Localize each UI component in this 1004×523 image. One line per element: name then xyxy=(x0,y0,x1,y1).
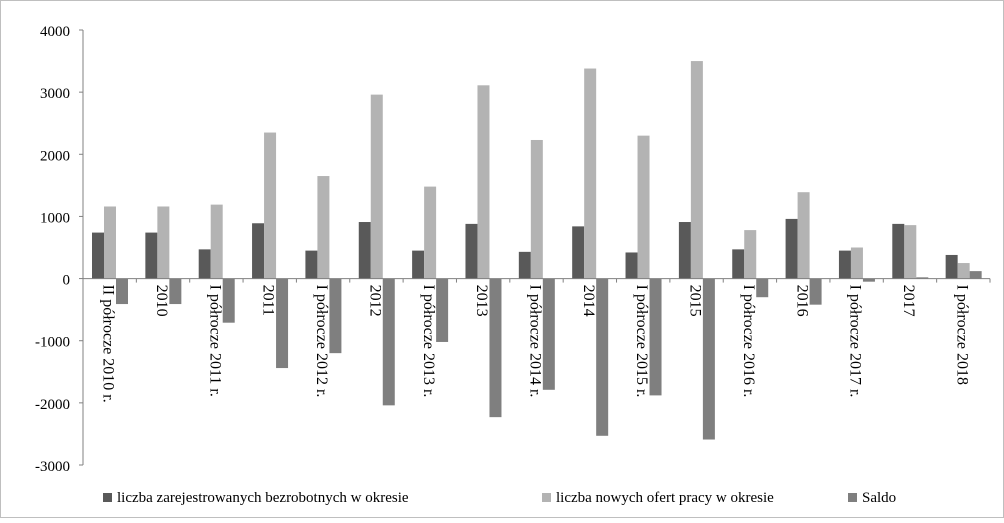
bar-series-3 xyxy=(702,278,715,440)
y-axis-ticks: 4000 3000 2000 1000 0 -1000 -2000 -3000 xyxy=(35,24,83,475)
bar-series-1 xyxy=(92,232,104,279)
legend-label: liczba nowych ofert pracy w okresie xyxy=(556,490,774,506)
x-category-label: 2010 xyxy=(153,285,170,317)
bar-series-2 xyxy=(904,225,917,279)
legend-label: liczba zarejestrowanych bezrobotnych w o… xyxy=(117,490,409,506)
bar-series-1 xyxy=(305,250,318,279)
bars-group xyxy=(92,61,991,440)
bar-series-3 xyxy=(222,278,235,323)
bar-series-2 xyxy=(584,68,597,279)
bar-series-2 xyxy=(370,94,383,279)
x-category-label: I półrocze 2018 xyxy=(953,285,970,385)
bar-series-1 xyxy=(412,250,425,279)
bar-series-2 xyxy=(210,204,223,279)
bar-series-2 xyxy=(637,135,650,279)
legend-swatch-1 xyxy=(103,493,112,502)
bar-series-2 xyxy=(317,176,330,279)
y-tick-label: -3000 xyxy=(35,459,70,475)
x-category-label: 2012 xyxy=(366,285,383,317)
y-tick-label: 1000 xyxy=(40,210,70,226)
bar-series-1 xyxy=(572,226,585,279)
bar-series-1 xyxy=(198,249,211,279)
y-tick-label: -2000 xyxy=(35,397,70,413)
x-category-label: 2014 xyxy=(580,285,597,317)
x-category-label: I półrocze 2012 r. xyxy=(313,285,330,398)
bar-series-2 xyxy=(957,263,970,279)
bar-series-1 xyxy=(678,222,691,279)
legend-swatch-3 xyxy=(848,493,857,502)
bar-series-3 xyxy=(809,278,822,305)
bar-series-2 xyxy=(797,192,810,279)
legend-swatch-2 xyxy=(542,493,551,502)
x-axis-labels: II półrocze 2010 r. 2010 I półrocze 2011 r… xyxy=(100,285,971,403)
bar-series-2 xyxy=(690,61,703,279)
bar-series-3 xyxy=(116,278,128,305)
y-tick-label: -1000 xyxy=(35,335,70,351)
bar-series-1 xyxy=(358,222,371,279)
legend: liczba zarejestrowanych bezrobotnych w o… xyxy=(103,490,896,506)
bar-series-3 xyxy=(542,278,555,390)
bar-series-2 xyxy=(157,206,170,279)
y-tick-label: 2000 xyxy=(40,148,70,164)
x-category-label: 2015 xyxy=(687,285,704,317)
bar-series-1 xyxy=(892,223,905,279)
x-category-label: 2013 xyxy=(473,285,490,317)
bar-series-1 xyxy=(732,249,745,279)
bar-series-2 xyxy=(850,247,863,279)
bar-series-2 xyxy=(530,139,543,279)
y-tick-label: 4000 xyxy=(40,24,70,40)
bar-series-3 xyxy=(329,278,342,354)
y-tick-label: 3000 xyxy=(40,86,70,102)
x-category-label: 2017 xyxy=(900,285,917,317)
bar-series-2 xyxy=(264,132,277,279)
bar-series-1 xyxy=(625,252,638,279)
bar-series-3 xyxy=(649,278,662,396)
legend-label: Saldo xyxy=(862,490,896,506)
y-tick-label: 0 xyxy=(63,273,71,289)
bar-series-3 xyxy=(436,278,449,342)
bar-series-2 xyxy=(424,186,437,279)
x-category-label: I półrocze 2011 r. xyxy=(206,285,223,397)
bar-series-2 xyxy=(104,206,116,279)
bar-series-1 xyxy=(785,218,798,279)
bar-series-3 xyxy=(756,278,769,298)
x-category-label: 2011 xyxy=(260,285,277,316)
x-category-label: I półrocze 2013 r. xyxy=(420,285,437,398)
bar-series-1 xyxy=(945,254,958,279)
bar-series-3 xyxy=(969,271,982,279)
bar-series-1 xyxy=(465,223,478,279)
x-category-label: I półrocze 2016 r. xyxy=(740,285,757,398)
bar-series-3 xyxy=(596,278,609,436)
bar-series-1 xyxy=(252,223,265,279)
bar-series-1 xyxy=(838,250,851,279)
bar-series-2 xyxy=(477,85,490,279)
x-category-label: I półrocze 2017 r. xyxy=(847,285,864,398)
x-category-label: I półrocze 2014 r. xyxy=(527,285,544,398)
bar-series-2 xyxy=(744,230,757,279)
bar-series-3 xyxy=(169,278,182,305)
bar-series-3 xyxy=(382,278,395,406)
bar-series-1 xyxy=(145,232,158,279)
bar-series-3 xyxy=(489,278,502,418)
bar-series-3 xyxy=(276,278,289,369)
bar-series-1 xyxy=(518,251,531,279)
x-category-label: II półrocze 2010 r. xyxy=(100,285,117,403)
x-category-label: 2016 xyxy=(793,285,810,317)
bar-series-3 xyxy=(862,278,875,282)
bar-series-3 xyxy=(916,277,929,279)
x-category-label: I półrocze 2015 r. xyxy=(633,285,650,398)
